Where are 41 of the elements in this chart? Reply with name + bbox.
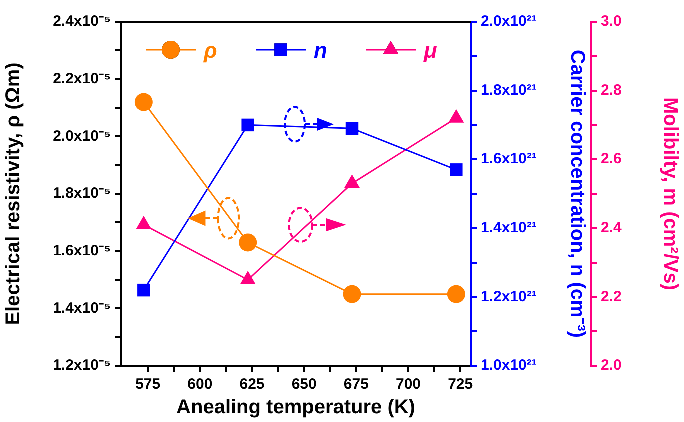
y-tick-label: 2.0x10⁻⁵ [53,128,111,145]
legend-label: ρ [203,38,218,64]
point [134,93,153,112]
point [136,216,152,230]
y2-tick-label: 1.6x10²¹ [481,150,537,168]
y3-tick-label: 3.0 [601,13,622,30]
y3-tick-label: 2.2 [601,288,622,306]
point [240,271,256,284]
y2-tick-label: 1.8x10²¹ [481,82,537,99]
point [344,174,360,188]
y-axis-title: Electrical resistivity, ρ (Ωm) [2,62,25,326]
x-tick-label: 700 [396,376,422,394]
y3-tick-label: 2.6 [601,150,622,168]
y2-tick-label: 1.0x10²¹ [481,357,537,374]
x-tick-label: 675 [344,376,369,394]
point [448,109,464,123]
y-tick-label: 1.4x10⁻⁵ [53,300,111,317]
y2-axis-title: Carrier concentration, n (cm⁻³) [566,50,588,338]
y3-tick-label: 2.8 [601,82,622,99]
y2-tick-label: 1.2x10²¹ [481,288,537,306]
point [239,234,258,252]
x-tick-label: 650 [292,376,317,394]
y-tick-label: 1.2x10⁻⁵ [53,357,111,374]
x-axis-title: Anealing temperature (K) [176,396,416,419]
x-tick-label: 575 [136,376,161,394]
x-tick-label: 625 [240,376,265,394]
legend-label: μ [423,38,438,64]
point [447,285,466,304]
y-tick-label: 2.2x10⁻⁵ [53,70,111,88]
legend-label: n [314,38,328,64]
y3-axis-title: Molibilty, m (cm²/Vs) [659,98,682,290]
y-tick-label: 1.8x10⁻⁵ [53,185,111,202]
y3-tick-label: 2.4 [601,220,623,237]
y2-tick-label: 2.0x10²¹ [481,13,537,30]
y3-tick-label: 2.0 [601,357,622,374]
point [343,285,362,304]
x-tick-label: 725 [448,376,474,394]
x-tick-label: 600 [188,376,213,394]
y2-tick-label: 1.4x10²¹ [481,220,537,237]
y-tick-label: 2.4x10⁻⁵ [53,13,111,30]
y-tick-label: 1.6x10⁻⁵ [53,242,111,260]
